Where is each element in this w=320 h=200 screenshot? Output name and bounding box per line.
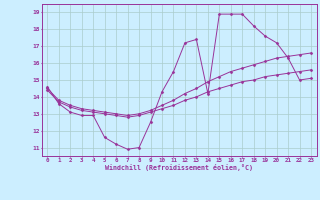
X-axis label: Windchill (Refroidissement éolien,°C): Windchill (Refroidissement éolien,°C) [105, 164, 253, 171]
